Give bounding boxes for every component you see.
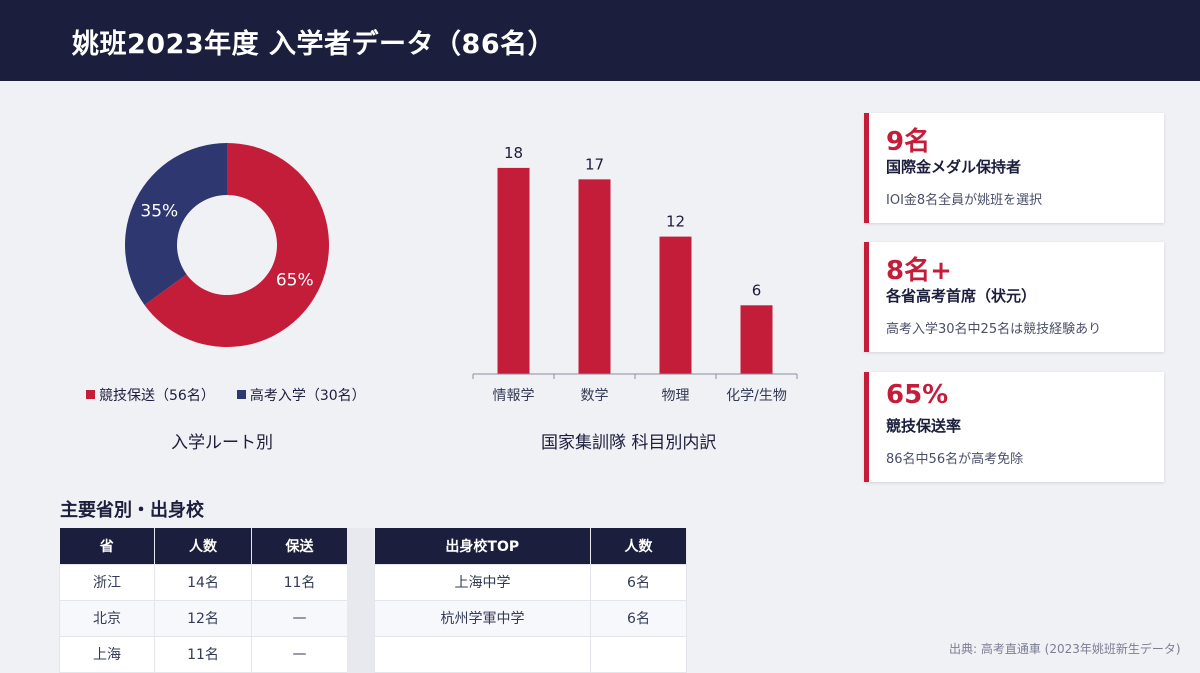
table-cell: — (251, 599, 348, 637)
table-cell: 11名 (154, 635, 252, 673)
slice-value-label: 35% (140, 201, 178, 221)
page-title: 姚班2023年度 入学者データ（86名） (72, 29, 556, 60)
bar-value-label: 17 (585, 155, 604, 173)
table-row: 北京 12名 — (59, 599, 348, 637)
page-header: 姚班2023年度 入学者データ（86名） (0, 0, 1200, 81)
table-cell: — (251, 635, 348, 673)
school-table: 出身校TOP 人数 上海中学 6名 杭州学軍中学 6名 (374, 528, 687, 673)
column-header: 保送 (251, 528, 348, 564)
donut-chart-title: 入学ルート別 (171, 433, 273, 453)
kpi-value: 8名+ (886, 256, 952, 286)
source-note: 出典: 高考直通車 (2023年姚班新生データ) (949, 642, 1181, 656)
legend-swatch (236, 390, 246, 399)
table-cell (374, 635, 591, 673)
bar (578, 179, 611, 374)
tables-section-title: 主要省別・出身校 (60, 500, 204, 521)
kpi-card-medalists: 9名 国際金メダル保持者 IOI金8名全員が姚班を選択 (864, 113, 1164, 223)
table-cell: 杭州学軍中学 (374, 599, 591, 637)
table-cell: 6名 (590, 599, 687, 637)
kpi-note: 86名中56名が高考免除 (886, 452, 1024, 467)
donut-slice (144, 143, 329, 347)
bar (497, 167, 530, 374)
kpi-note: IOI金8名全員が姚班を選択 (886, 193, 1043, 208)
legend-label: 高考入学（30名） (249, 388, 366, 404)
table-cell: 上海中学 (374, 563, 591, 601)
bar (740, 305, 773, 374)
table-header-row: 出身校TOP 人数 (374, 528, 687, 564)
table-cell: 14名 (154, 563, 252, 601)
donut-legend: 競技保送（56名） 高考入学（30名） (86, 385, 388, 405)
table-spacer (347, 528, 374, 673)
legend-swatch (86, 390, 95, 399)
province-table: 省 人数 保送 浙江 14名 11名 北京 12名 — 上海 11名 — (59, 528, 348, 673)
table-header-row: 省 人数 保送 (59, 528, 348, 564)
donut-chart: 65% 35% (112, 130, 342, 360)
kpi-title: 国際金メダル保持者 (886, 158, 1022, 176)
bar-chart-title: 国家集訓隊 科目別内訳 (541, 433, 717, 453)
table-row: 上海中学 6名 (374, 563, 687, 601)
column-header: 人数 (154, 528, 252, 564)
x-tick-label: 情報学 (493, 388, 535, 404)
table-cell: 12名 (154, 599, 252, 637)
legend-item: 競技保送（56名） (86, 385, 215, 405)
x-tick-label: 物理 (662, 388, 690, 404)
column-header: 人数 (590, 528, 687, 564)
bar-chart: 18 情報学 17 数学 12 物理 6 化学/生物 (460, 115, 810, 415)
x-tick-label: 数学 (581, 388, 609, 404)
kpi-value: 9名 (886, 127, 931, 157)
table-cell: 北京 (59, 599, 155, 637)
kpi-title: 各省高考首席（状元） (886, 287, 1037, 305)
column-header: 省 (59, 528, 155, 564)
table-cell: 11名 (251, 563, 348, 601)
column-header: 出身校TOP (374, 528, 591, 564)
bar-chart-svg: 18 情報学 17 数学 12 物理 6 化学/生物 (472, 144, 798, 404)
table-row: 上海 11名 — (59, 635, 348, 673)
kpi-card-top-scorers: 8名+ 各省高考首席（状元） 高考入学30名中25名は競技経験あり (864, 242, 1164, 352)
kpi-card-recommend-rate: 65% 競技保送率 86名中56名が高考免除 (864, 372, 1164, 482)
bar-value-label: 12 (666, 213, 685, 231)
kpi-value: 65% (886, 380, 949, 410)
donut-chart-svg: 65% 35% (124, 143, 329, 347)
slice-value-label: 65% (276, 271, 314, 291)
kpi-note: 高考入学30名中25名は競技経験あり (886, 322, 1102, 337)
table-cell (590, 635, 687, 673)
table-cell: 上海 (59, 635, 155, 673)
table-row: 浙江 14名 11名 (59, 563, 348, 601)
bar-value-label: 6 (752, 281, 762, 299)
legend-label: 競技保送（56名） (99, 388, 215, 404)
table-cell: 浙江 (59, 563, 155, 601)
kpi-title: 競技保送率 (886, 417, 962, 435)
bar-value-label: 18 (504, 144, 523, 162)
legend-item: 高考入学（30名） (236, 385, 366, 405)
donut-slice (124, 143, 227, 305)
table-cell: 6名 (590, 563, 687, 601)
table-row: 杭州学軍中学 6名 (374, 599, 687, 637)
table-row (374, 635, 687, 673)
bar (659, 236, 692, 374)
x-tick-label: 化学/生物 (726, 388, 787, 404)
